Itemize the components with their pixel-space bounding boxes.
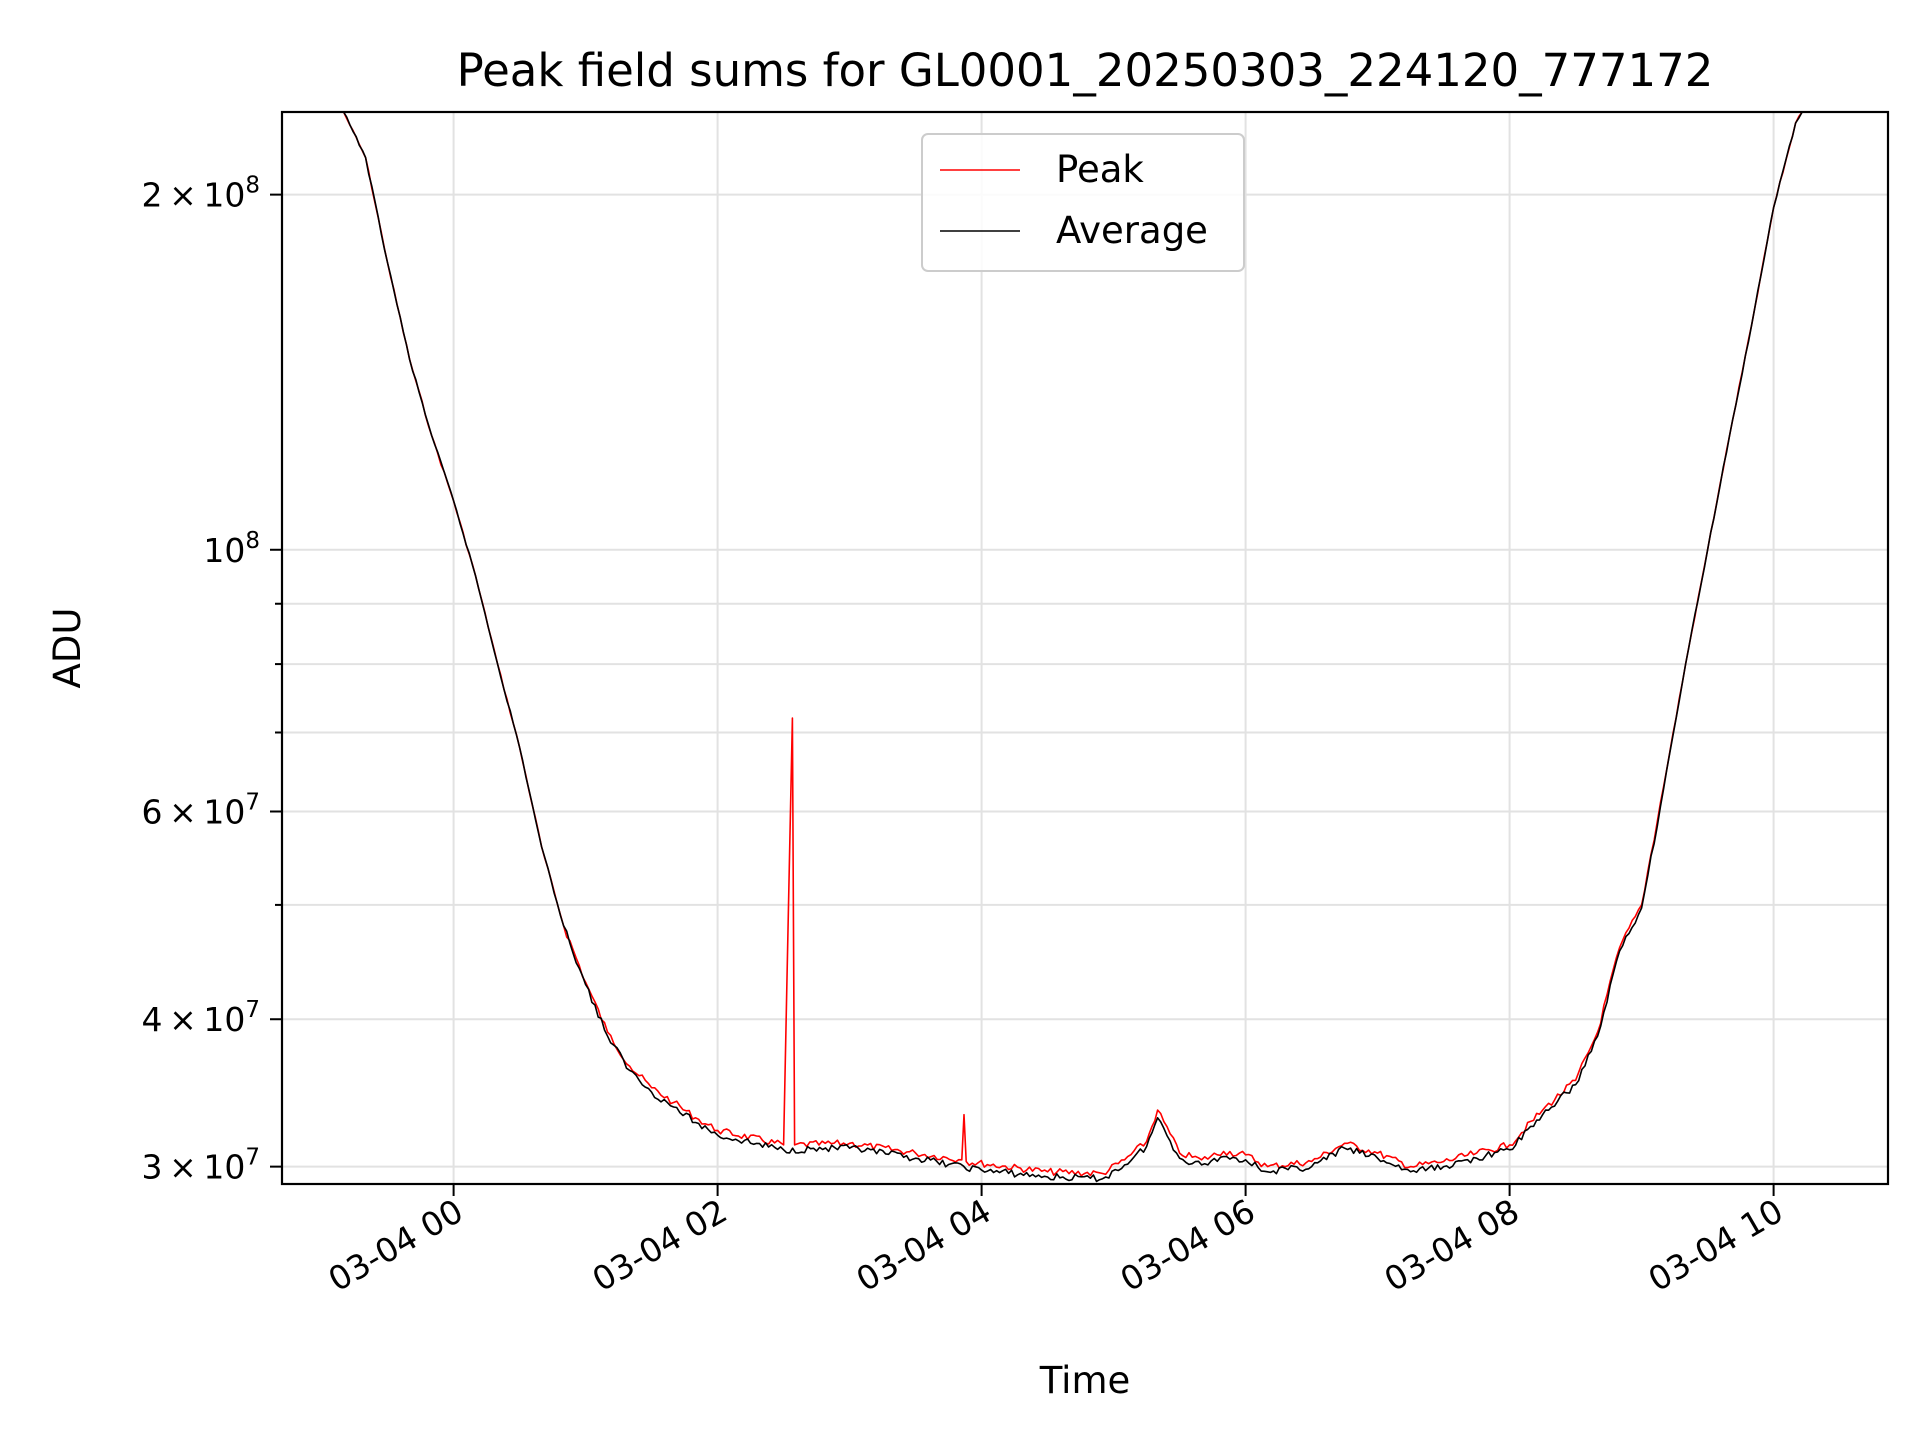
y-tick-label: 2 × 108	[142, 173, 260, 215]
y-tick-label: 108	[203, 528, 260, 570]
series-line-average	[282, 112, 1888, 1183]
y-axis-ticks: 3 × 107 4 × 107 6 × 107 108 2 × 108	[142, 173, 282, 1187]
plot-frame	[280, 110, 1890, 1186]
y-tick-label: 4 × 107	[142, 997, 260, 1039]
x-axis-label: Time	[1039, 1359, 1131, 1402]
legend-box	[921, 133, 1245, 272]
legend-label-peak: Peak	[1056, 148, 1144, 191]
legend-label-average: Average	[1056, 209, 1208, 252]
legend: Peak Average	[921, 133, 1245, 272]
y-axis-label: ADU	[46, 608, 89, 689]
y-tick-label: 3 × 107	[142, 1145, 260, 1187]
y-tick-label: 6 × 107	[142, 789, 260, 831]
chart-title: Peak field sums for GL0001_20250303_2241…	[457, 44, 1714, 97]
series-lines	[282, 112, 1888, 1183]
